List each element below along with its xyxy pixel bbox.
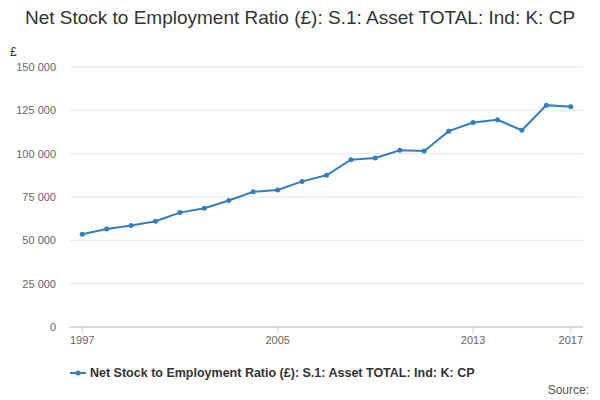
y-tick-label: 100 000 [16, 148, 56, 160]
plot-area [80, 103, 574, 237]
grid-line [70, 153, 583, 154]
legend-label: Net Stock to Employment Ratio (£): S.1: … [90, 366, 475, 380]
point [397, 148, 402, 153]
point [226, 198, 231, 203]
y-tick-label: 0 [50, 321, 56, 333]
x-axis [70, 327, 583, 328]
grid-line [70, 67, 583, 68]
y-tick-label: 75 000 [22, 191, 56, 203]
x-tick [82, 327, 83, 333]
y-tick-label: 150 000 [16, 61, 56, 73]
point [251, 189, 256, 194]
point [471, 120, 476, 125]
grid-line [70, 327, 583, 328]
x-tick-label: 1997 [70, 334, 94, 346]
point [373, 156, 378, 161]
point [544, 103, 549, 108]
grid-line [70, 240, 583, 241]
point [324, 173, 329, 178]
source: Source: [548, 383, 589, 397]
point [104, 227, 109, 232]
point [177, 210, 182, 215]
title: Net Stock to Employment Ratio (£): S.1: … [25, 7, 575, 28]
x-tick-label: 2005 [265, 334, 289, 346]
y-tick-label: 25 000 [22, 278, 56, 290]
point [568, 104, 573, 109]
x-tick-label: 2017 [559, 334, 583, 346]
point [202, 206, 207, 211]
y-tick-label: 50 000 [22, 234, 56, 246]
title-line: Net Stock to Employment Ratio (£): S.1: … [25, 7, 575, 28]
point [348, 157, 353, 162]
x-tick [570, 327, 571, 333]
point [422, 149, 427, 154]
point [129, 223, 134, 228]
grid-line [70, 283, 583, 284]
y-tick-label: 125 000 [16, 104, 56, 116]
chart: Net Stock to Employment Ratio (£): S.1: … [0, 0, 600, 400]
point [519, 128, 524, 133]
point [446, 129, 451, 134]
point [275, 188, 280, 193]
point [495, 117, 500, 122]
grid-line [70, 197, 583, 198]
x-tick-label: 2013 [461, 334, 485, 346]
series-line [82, 105, 571, 234]
point [80, 232, 85, 237]
x-tick [473, 327, 474, 333]
grid-line [70, 110, 583, 111]
legend-marker [76, 371, 81, 376]
point [153, 219, 158, 224]
y-label: £ [10, 45, 17, 59]
x-tick [277, 327, 278, 333]
point [300, 179, 305, 184]
